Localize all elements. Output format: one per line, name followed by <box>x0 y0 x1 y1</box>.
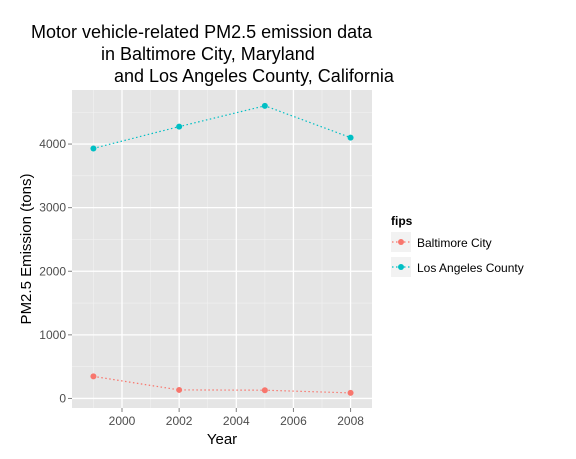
data-point-1 <box>176 123 183 130</box>
chart-title-line-2: in Baltimore City, Maryland <box>101 44 315 64</box>
major-gridlines <box>72 90 372 408</box>
chart-title-line-3: and Los Angeles County, California <box>114 66 395 86</box>
legend-title: fips <box>391 214 413 228</box>
series-line-1 <box>93 105 351 149</box>
x-tick-label: 2000 <box>109 414 136 428</box>
legend-label-los-angeles: Los Angeles County <box>417 261 524 275</box>
x-axis: 2000 2002 2004 2006 2008 <box>109 408 364 428</box>
series-layer <box>90 102 354 396</box>
legend: fips Baltimore City Los Angeles County <box>391 214 524 277</box>
legend-entry-baltimore: Baltimore City <box>391 232 492 252</box>
data-point-1 <box>90 145 97 152</box>
data-point-0 <box>261 387 268 394</box>
y-tick-label: 2000 <box>39 264 66 278</box>
chart-title: Motor vehicle-related PM2.5 emission dat… <box>31 22 395 86</box>
x-tick-label: 2002 <box>166 414 193 428</box>
y-tick-label: 3000 <box>39 201 66 215</box>
legend-label-baltimore: Baltimore City <box>417 236 492 250</box>
legend-key-point <box>398 239 404 245</box>
y-tick-label: 1000 <box>39 328 66 342</box>
data-point-0 <box>90 373 97 380</box>
y-tick-label: 4000 <box>39 137 66 151</box>
x-axis-title: Year <box>207 431 237 448</box>
y-tick-label: 0 <box>59 391 66 405</box>
legend-key-point <box>398 264 404 270</box>
y-axis-title: PM2.5 Emission (tons) <box>18 174 35 325</box>
data-point-0 <box>347 389 354 396</box>
data-point-1 <box>347 134 354 141</box>
chart-title-line-1: Motor vehicle-related PM2.5 emission dat… <box>31 22 373 42</box>
legend-entry-los-angeles: Los Angeles County <box>391 257 524 277</box>
x-tick-label: 2008 <box>337 414 364 428</box>
data-point-1 <box>261 102 268 109</box>
y-axis: 0 1000 2000 3000 4000 <box>39 137 72 405</box>
plot-panel <box>72 90 372 408</box>
data-point-0 <box>176 386 183 393</box>
x-tick-label: 2004 <box>223 414 250 428</box>
x-tick-label: 2006 <box>280 414 307 428</box>
